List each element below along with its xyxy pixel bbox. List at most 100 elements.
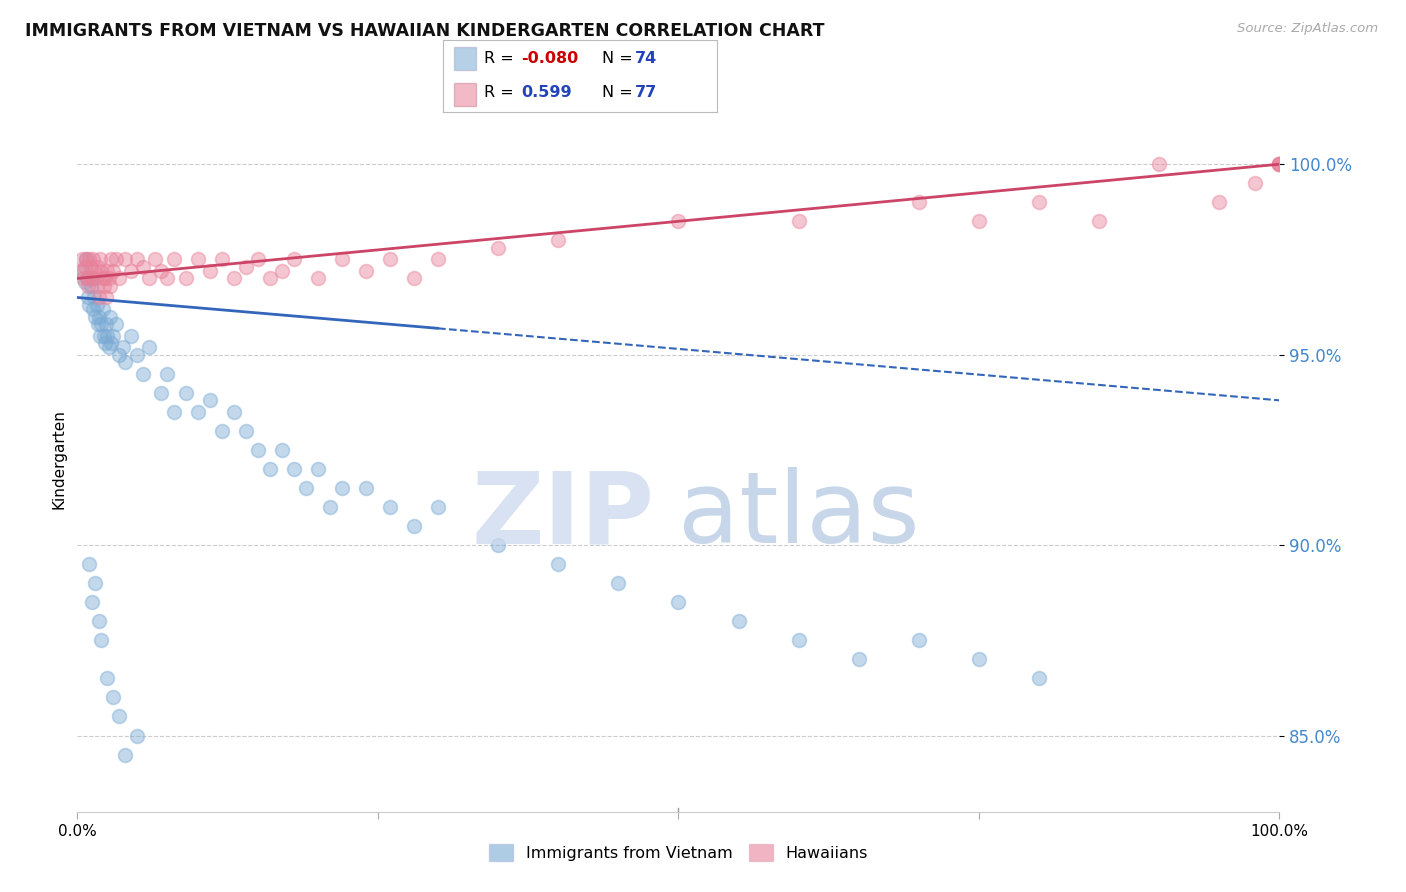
Point <box>294 481 316 495</box>
Point <box>787 633 810 648</box>
Point <box>72 264 94 278</box>
Point <box>283 252 305 267</box>
Text: 74: 74 <box>636 51 657 66</box>
Point <box>235 424 257 438</box>
Point <box>79 252 101 267</box>
Point <box>91 301 114 316</box>
Point <box>156 367 179 381</box>
Point <box>547 233 569 247</box>
Point <box>82 252 104 267</box>
Point <box>222 271 245 285</box>
Point <box>162 405 184 419</box>
Point <box>486 538 509 552</box>
Point <box>132 260 155 274</box>
Y-axis label: Kindergarten: Kindergarten <box>51 409 66 509</box>
Point <box>100 252 122 267</box>
Point <box>75 252 97 267</box>
Point <box>246 252 269 267</box>
Point <box>97 340 120 354</box>
Point <box>150 264 173 278</box>
Point <box>103 690 125 705</box>
Point <box>103 264 125 278</box>
Point <box>222 405 245 419</box>
Point <box>96 328 118 343</box>
Point <box>908 633 931 648</box>
Point <box>86 279 108 293</box>
Point <box>668 595 690 609</box>
Point <box>72 271 94 285</box>
Point <box>1028 672 1050 686</box>
Point <box>70 252 93 267</box>
Text: R =: R = <box>484 51 519 66</box>
Point <box>104 317 127 331</box>
Point <box>402 519 425 533</box>
Point <box>174 385 197 400</box>
Text: atlas: atlas <box>679 467 920 565</box>
Point <box>84 310 107 324</box>
Point <box>235 260 257 274</box>
Point <box>97 271 120 285</box>
Text: N =: N = <box>602 85 638 100</box>
Point <box>108 709 131 723</box>
Point <box>127 729 149 743</box>
Point <box>90 264 112 278</box>
Point <box>94 336 117 351</box>
Point <box>120 264 142 278</box>
Point <box>93 279 115 293</box>
Point <box>87 310 110 324</box>
Point <box>156 271 179 285</box>
Point <box>378 252 401 267</box>
Legend: Immigrants from Vietnam, Hawaiians: Immigrants from Vietnam, Hawaiians <box>482 838 875 867</box>
Point <box>108 271 131 285</box>
Point <box>1208 195 1230 210</box>
Point <box>90 633 112 648</box>
Point <box>967 652 990 666</box>
Point <box>87 260 110 274</box>
Text: -0.080: -0.080 <box>522 51 578 66</box>
Point <box>307 271 329 285</box>
Text: N =: N = <box>602 51 638 66</box>
Point <box>270 264 292 278</box>
Point <box>607 576 630 591</box>
Point <box>111 340 134 354</box>
Point <box>87 614 110 628</box>
Point <box>246 442 269 457</box>
Point <box>727 614 749 628</box>
Point <box>80 271 103 285</box>
Point <box>198 393 221 408</box>
Text: 77: 77 <box>636 85 657 100</box>
Point <box>103 328 125 343</box>
Point <box>96 264 118 278</box>
Point <box>270 442 292 457</box>
Bar <box>454 47 475 70</box>
Point <box>94 271 117 285</box>
Point <box>319 500 342 514</box>
Point <box>354 481 377 495</box>
Point <box>82 301 104 316</box>
Point <box>283 462 305 476</box>
Point <box>80 271 103 285</box>
Point <box>87 291 110 305</box>
Point <box>908 195 931 210</box>
Point <box>186 405 209 419</box>
Point <box>330 481 353 495</box>
Point <box>77 291 100 305</box>
Point <box>132 367 155 381</box>
Point <box>96 291 118 305</box>
Point <box>73 275 96 289</box>
Point <box>330 252 353 267</box>
Point <box>84 271 107 285</box>
Point <box>138 340 160 354</box>
Point <box>96 317 118 331</box>
Point <box>787 214 810 228</box>
Point <box>79 279 101 293</box>
Bar <box>454 83 475 106</box>
Point <box>93 328 115 343</box>
Point <box>98 279 121 293</box>
Point <box>79 260 101 274</box>
Text: IMMIGRANTS FROM VIETNAM VS HAWAIIAN KINDERGARTEN CORRELATION CHART: IMMIGRANTS FROM VIETNAM VS HAWAIIAN KIND… <box>25 22 825 40</box>
Point <box>127 348 149 362</box>
Point <box>108 348 131 362</box>
Point <box>427 252 450 267</box>
Point <box>174 271 197 285</box>
